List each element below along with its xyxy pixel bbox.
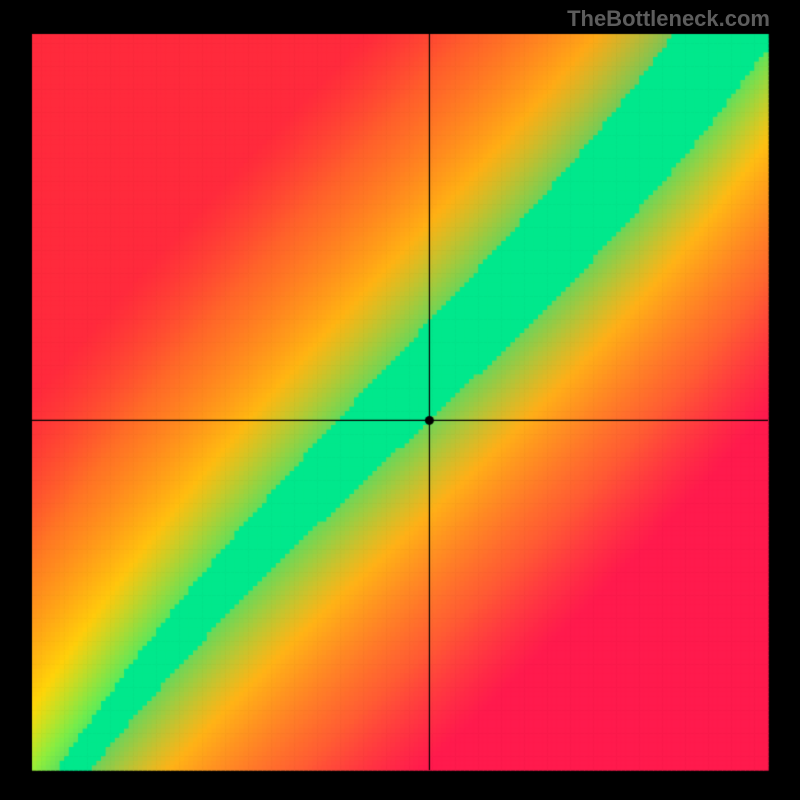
heatmap-canvas [0, 0, 800, 800]
chart-container: TheBottleneck.com [0, 0, 800, 800]
watermark-text: TheBottleneck.com [567, 6, 770, 32]
